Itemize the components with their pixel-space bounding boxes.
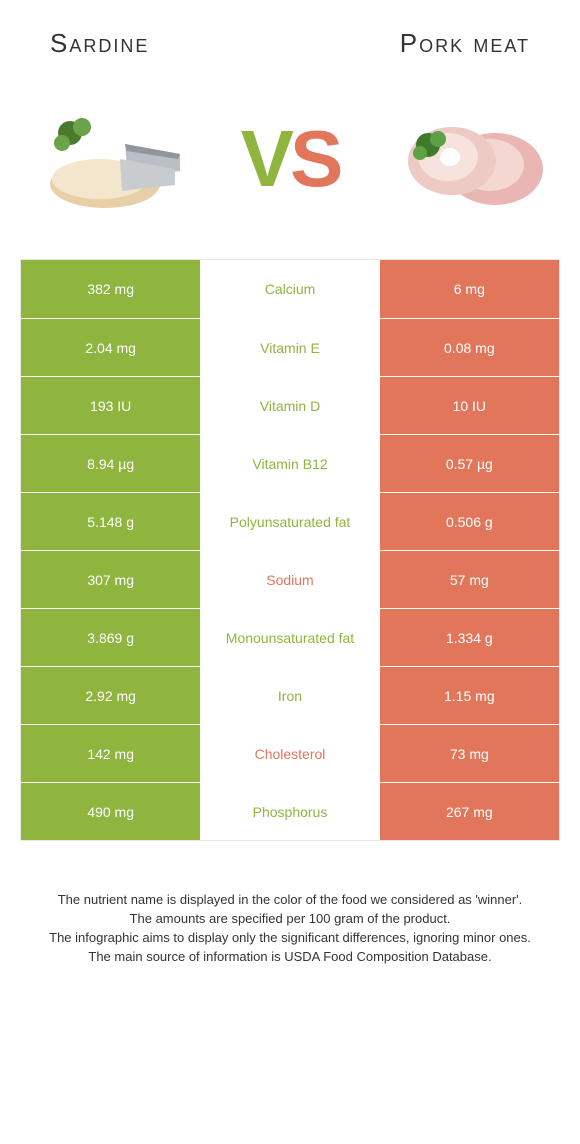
table-row: 5.148 gPolyunsaturated fat0.506 g <box>21 492 559 550</box>
table-row: 8.94 µgVitamin B120.57 µg <box>21 434 559 492</box>
right-value: 73 mg <box>380 725 559 782</box>
left-value: 3.869 g <box>21 609 200 666</box>
nutrient-label: Vitamin D <box>200 377 379 434</box>
right-value: 0.506 g <box>380 493 559 550</box>
vs-label: VS <box>241 119 340 199</box>
left-value: 193 IU <box>21 377 200 434</box>
left-food-title: Sardine <box>50 28 149 59</box>
nutrient-label: Vitamin E <box>200 319 379 376</box>
table-row: 490 mgPhosphorus267 mg <box>21 782 559 840</box>
table-row: 382 mgCalcium6 mg <box>21 260 559 318</box>
table-row: 193 IUVitamin D10 IU <box>21 376 559 434</box>
right-value: 0.57 µg <box>380 435 559 492</box>
sardine-image <box>30 99 190 219</box>
table-row: 2.92 mgIron1.15 mg <box>21 666 559 724</box>
nutrient-label: Sodium <box>200 551 379 608</box>
vs-s: S <box>290 114 339 203</box>
footnote-line: The infographic aims to display only the… <box>30 929 550 948</box>
table-row: 2.04 mgVitamin E0.08 mg <box>21 318 559 376</box>
hero-row: VS <box>0 69 580 259</box>
left-value: 490 mg <box>21 783 200 840</box>
right-food-title: Pork meat <box>400 28 530 59</box>
right-value: 1.334 g <box>380 609 559 666</box>
right-value: 6 mg <box>380 260 559 318</box>
nutrient-label: Calcium <box>200 260 379 318</box>
left-value: 307 mg <box>21 551 200 608</box>
right-value: 57 mg <box>380 551 559 608</box>
footnote-line: The nutrient name is displayed in the co… <box>30 891 550 910</box>
left-value: 382 mg <box>21 260 200 318</box>
left-value: 2.04 mg <box>21 319 200 376</box>
table-row: 142 mgCholesterol73 mg <box>21 724 559 782</box>
vs-v: V <box>241 114 290 203</box>
table-row: 3.869 gMonounsaturated fat1.334 g <box>21 608 559 666</box>
left-value: 8.94 µg <box>21 435 200 492</box>
footnote: The nutrient name is displayed in the co… <box>0 841 580 966</box>
right-value: 10 IU <box>380 377 559 434</box>
right-value: 0.08 mg <box>380 319 559 376</box>
header-row: Sardine Pork meat <box>0 0 580 69</box>
left-value: 142 mg <box>21 725 200 782</box>
table-row: 307 mgSodium57 mg <box>21 550 559 608</box>
nutrient-label: Cholesterol <box>200 725 379 782</box>
nutrient-label: Polyunsaturated fat <box>200 493 379 550</box>
pork-image <box>390 99 550 219</box>
footnote-line: The main source of information is USDA F… <box>30 948 550 967</box>
left-value: 2.92 mg <box>21 667 200 724</box>
nutrient-label: Phosphorus <box>200 783 379 840</box>
nutrient-label: Iron <box>200 667 379 724</box>
nutrient-label: Vitamin B12 <box>200 435 379 492</box>
nutrient-label: Monounsaturated fat <box>200 609 379 666</box>
footnote-line: The amounts are specified per 100 gram o… <box>30 910 550 929</box>
left-value: 5.148 g <box>21 493 200 550</box>
nutrient-table: 382 mgCalcium6 mg2.04 mgVitamin E0.08 mg… <box>20 259 560 841</box>
right-value: 267 mg <box>380 783 559 840</box>
right-value: 1.15 mg <box>380 667 559 724</box>
